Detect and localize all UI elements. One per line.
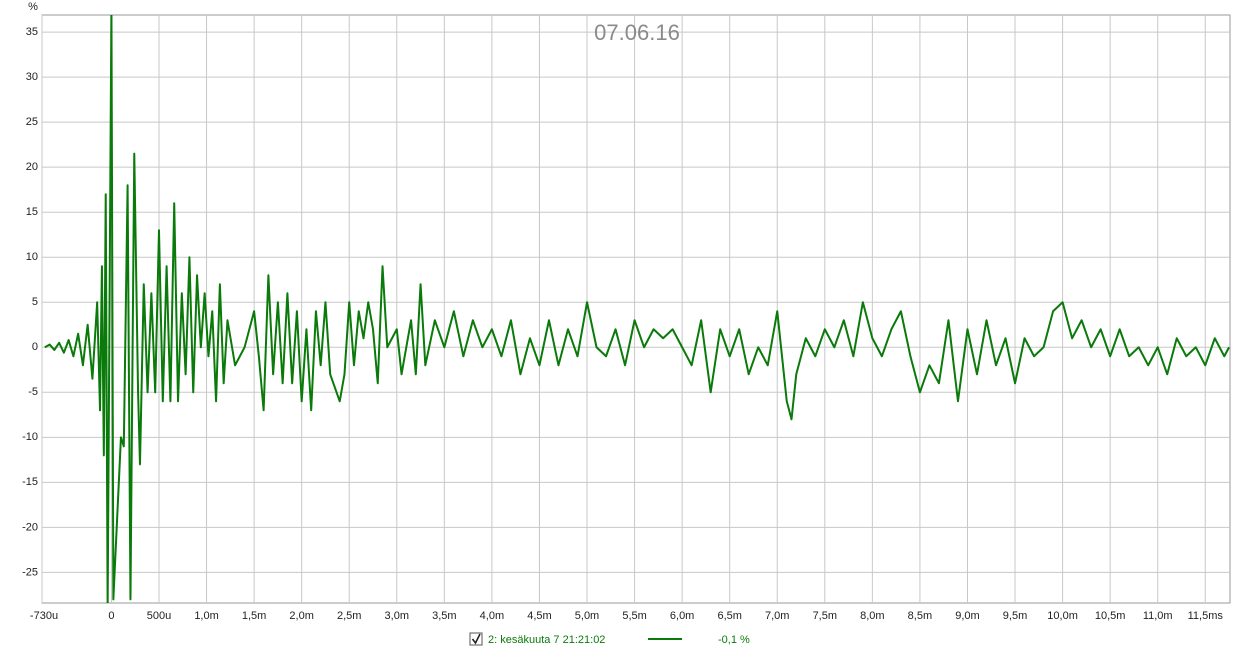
plot-area <box>41 14 1231 604</box>
y-tick-label: 10 <box>26 251 38 263</box>
x-tick-label: 8,0m <box>860 610 884 622</box>
y-tick-label: 0 <box>32 341 38 353</box>
x-tick-label: 1,0m <box>194 610 218 622</box>
y-tick-label: -25 <box>22 566 38 578</box>
y-tick-label: -5 <box>28 386 38 398</box>
x-tick-label: 500u <box>147 610 171 622</box>
x-tick-label: 6,0m <box>670 610 694 622</box>
x-tick-label: 11,5ms <box>1188 610 1224 622</box>
x-tick-label: 5,0m <box>575 610 599 622</box>
x-tick-label: 7,0m <box>765 610 789 622</box>
x-tick-label: 9,5m <box>1003 610 1027 622</box>
x-tick-label: 2,0m <box>289 610 313 622</box>
x-tick-label: 11,0m <box>1143 610 1173 622</box>
y-tick-label: 30 <box>26 71 38 83</box>
x-tick-label: 3,5m <box>432 610 456 622</box>
x-tick-label: 1,5m <box>242 610 266 622</box>
y-tick-label: 15 <box>26 206 38 218</box>
legend-label: 2: kesäkuuta 7 21:21:02 <box>488 634 605 646</box>
y-tick-label: -20 <box>22 521 38 533</box>
y-axis-label: % <box>28 1 38 13</box>
y-tick-label: 20 <box>26 161 38 173</box>
x-tick-label: 4,0m <box>480 610 504 622</box>
x-tick-label: 4,5m <box>527 610 551 622</box>
x-tick-label: -730u <box>30 610 58 622</box>
data-line <box>44 15 1230 603</box>
x-tick-label: 6,5m <box>717 610 741 622</box>
x-tick-label: 5,5m <box>622 610 646 622</box>
y-tick-label: -15 <box>22 476 38 488</box>
grid <box>41 15 1230 603</box>
y-tick-label: -10 <box>22 431 38 443</box>
x-tick-label: 8,5m <box>908 610 932 622</box>
x-tick-label: 10,5m <box>1095 610 1126 622</box>
x-tick-label: 3,0m <box>385 610 409 622</box>
x-tick-label: 0 <box>108 610 114 622</box>
legend-value: -0,1 % <box>718 634 750 646</box>
x-tick-label: 2,5m <box>337 610 361 622</box>
y-tick-label: 35 <box>26 26 38 38</box>
legend: 2: kesäkuuta 7 21:21:02 -0,1 % <box>469 632 750 646</box>
x-tick-label: 7,5m <box>813 610 837 622</box>
x-tick-label: 10,0m <box>1047 610 1078 622</box>
y-tick-label: 5 <box>32 296 38 308</box>
checkmark <box>471 633 481 645</box>
x-tick-label: 9,0m <box>955 610 979 622</box>
y-tick-label: 25 <box>26 116 38 128</box>
chart-title: 07.06.16 <box>594 20 680 45</box>
